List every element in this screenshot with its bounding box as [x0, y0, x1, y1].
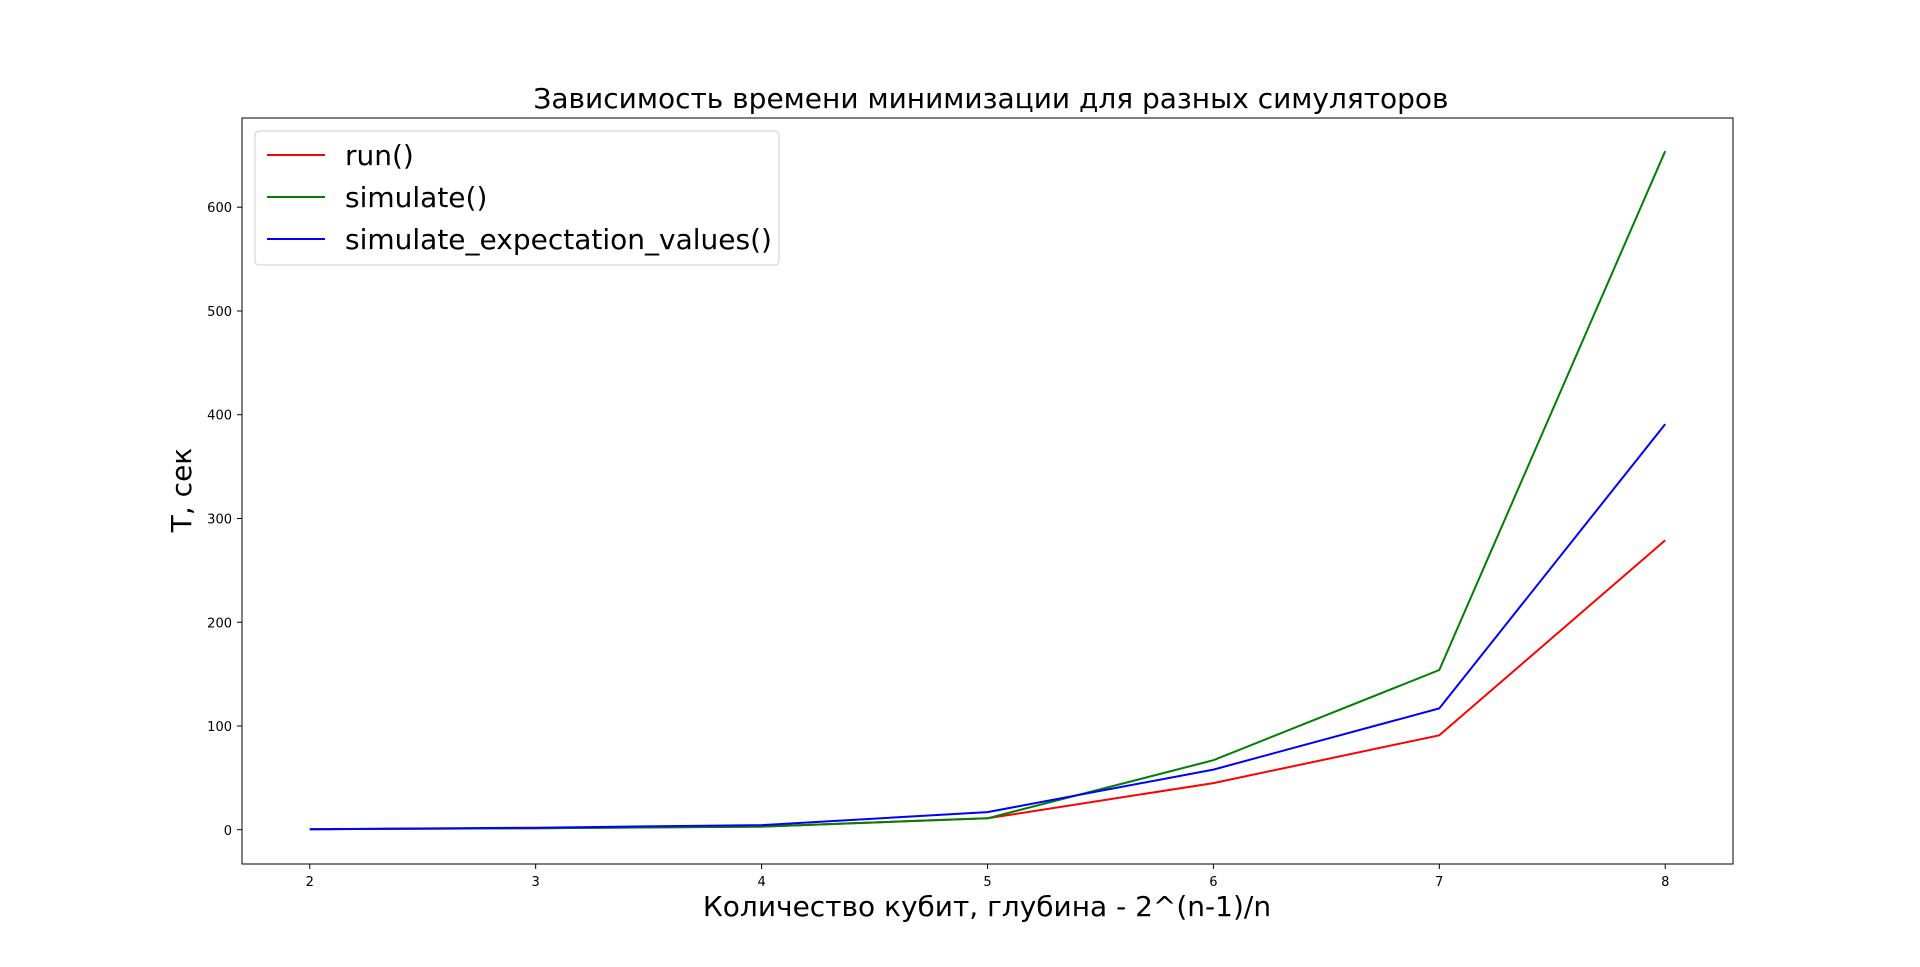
x-axis-label: Количество кубит, глубина - 2^(n-1)/n — [703, 890, 1271, 923]
legend-label: simulate_expectation_values() — [345, 223, 772, 256]
y-axis-label: T, сек — [165, 448, 198, 533]
y-tick-label: 400 — [207, 409, 232, 424]
x-tick-label: 4 — [757, 875, 765, 890]
x-tick-label: 2 — [306, 875, 314, 890]
y-tick-label: 300 — [207, 512, 232, 527]
legend-label: simulate() — [345, 181, 487, 214]
series-line-3 — [309, 423, 1666, 831]
x-tick-label: 5 — [983, 875, 991, 890]
chart-title: Зависимость времени минимизации для разн… — [533, 82, 1448, 115]
x-tick-label: 8 — [1661, 875, 1669, 890]
legend-frame — [254, 130, 780, 266]
y-axis: 0 100 200 300 400 500 600 — [207, 201, 242, 839]
y-tick-label: 0 — [224, 824, 232, 839]
y-tick-label: 500 — [207, 305, 232, 320]
x-axis: 2 3 4 5 6 7 8 — [306, 864, 1669, 890]
legend: run() simulate() simulate_expectation_valu… — [254, 130, 780, 266]
y-tick-label: 600 — [207, 201, 232, 216]
x-tick-label: 3 — [532, 875, 540, 890]
y-tick-label: 100 — [207, 720, 232, 735]
y-tick-label: 200 — [207, 616, 232, 631]
series-lines — [309, 150, 1667, 831]
x-tick-label: 6 — [1209, 875, 1217, 890]
x-tick-label: 7 — [1435, 875, 1443, 890]
legend-label: run() — [345, 139, 414, 172]
